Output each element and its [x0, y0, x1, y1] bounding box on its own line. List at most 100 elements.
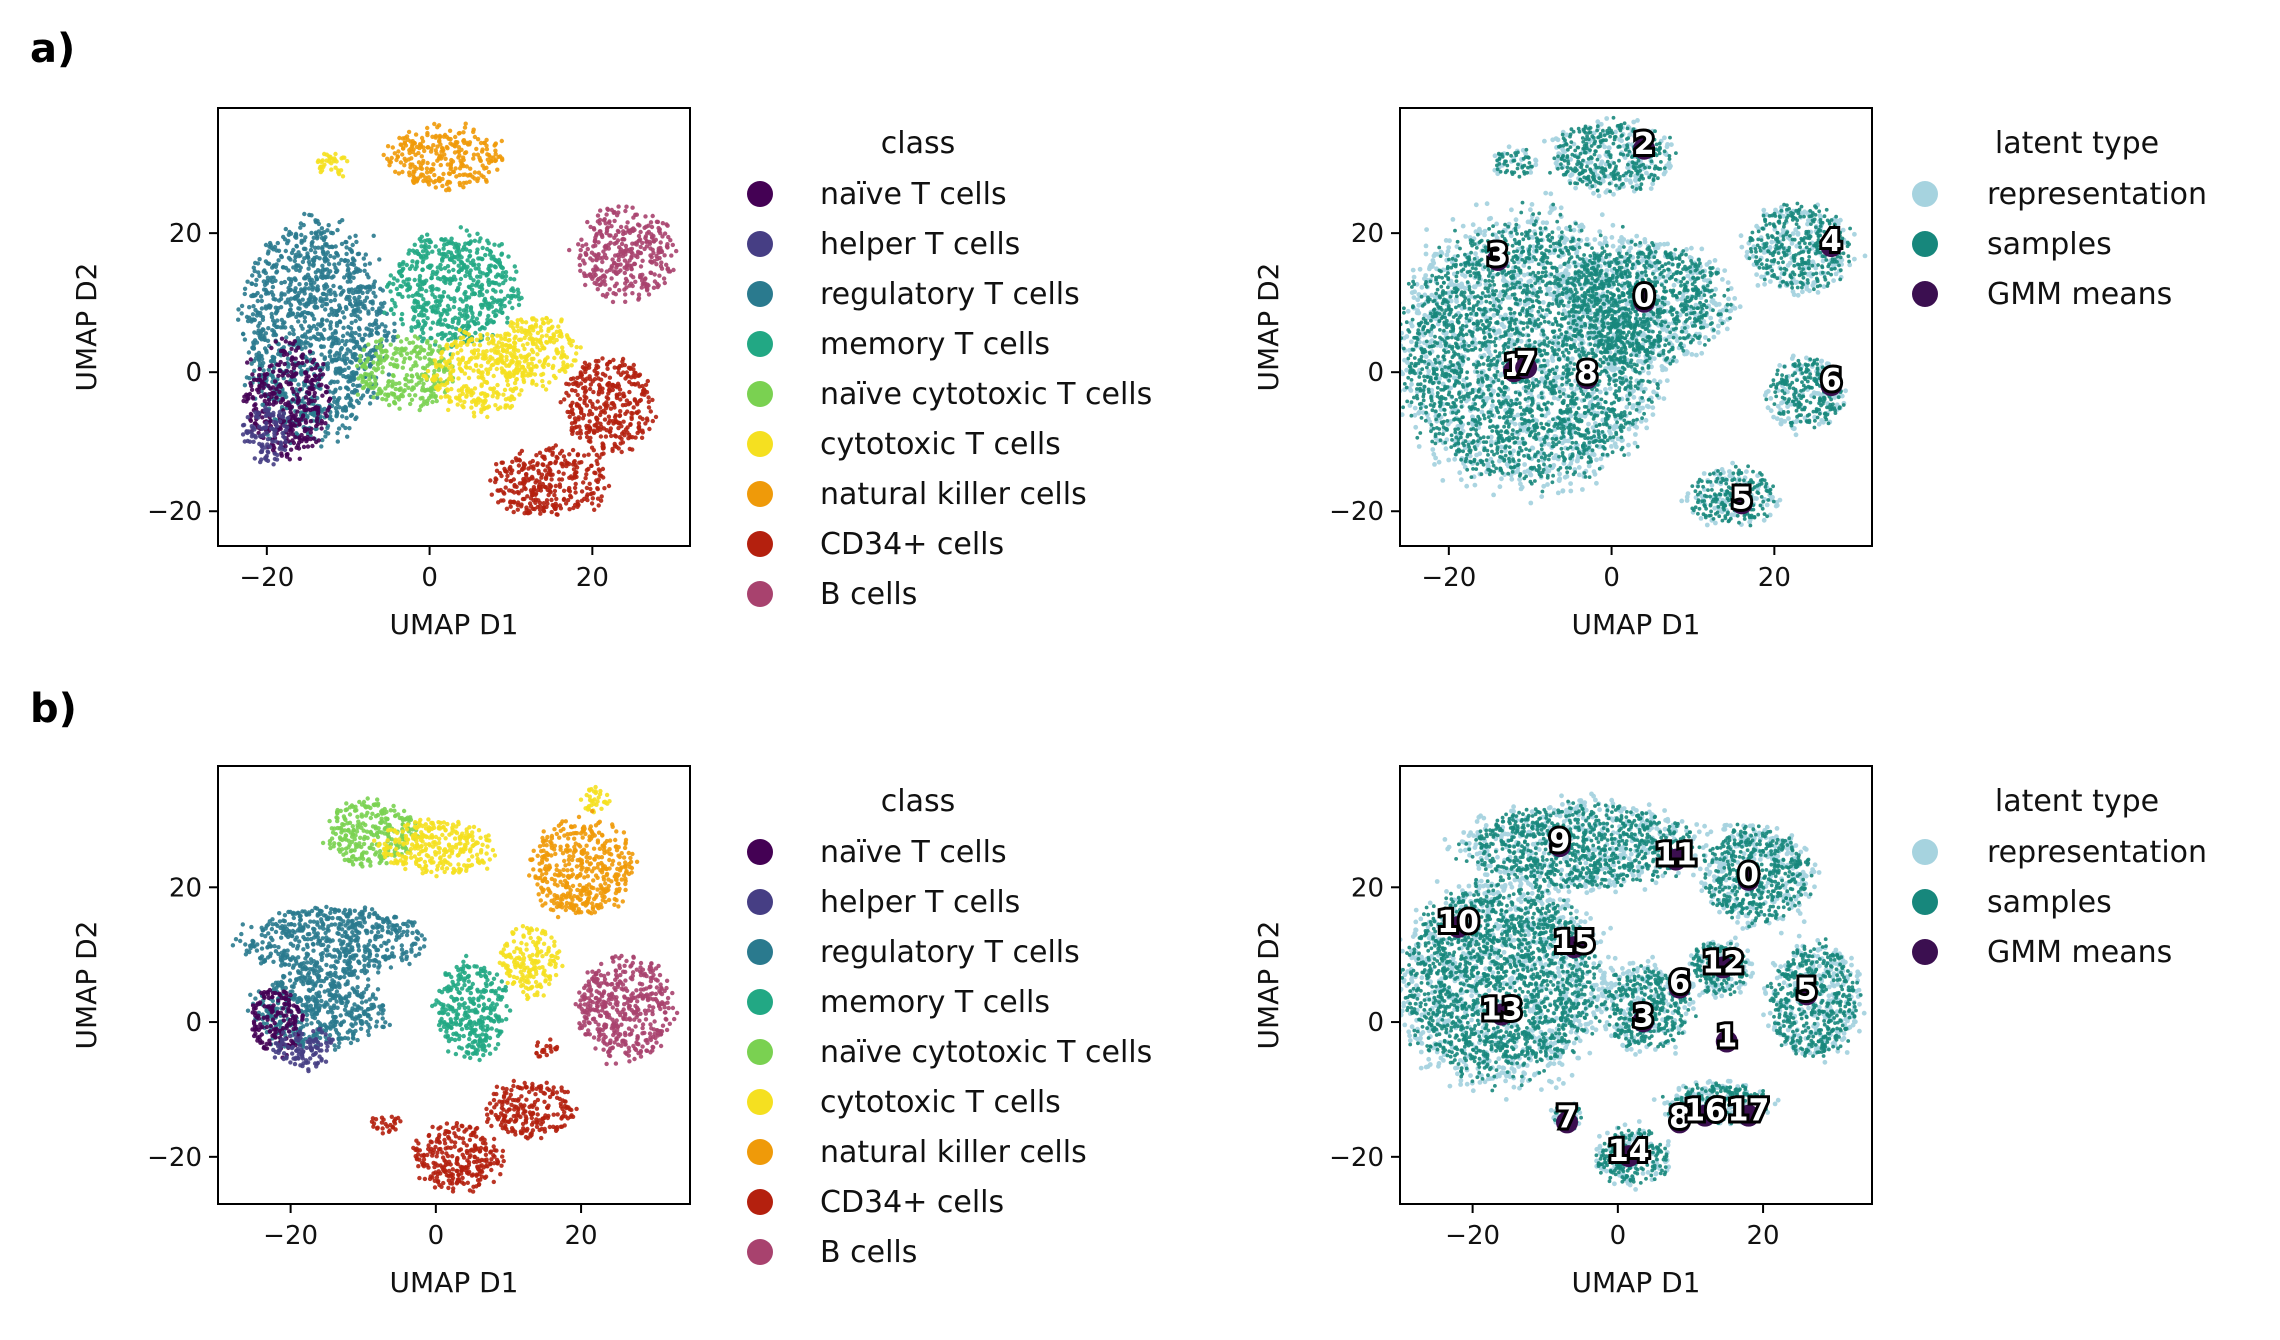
legend-marker — [747, 381, 773, 407]
class-cluster — [320, 796, 421, 869]
x-tick-label: 20 — [565, 1221, 598, 1251]
x-tick-label: 20 — [576, 563, 609, 593]
gmm-mean-point — [1632, 1010, 1655, 1033]
y-tick-label: −20 — [1329, 497, 1384, 527]
legend-marker — [1912, 281, 1938, 307]
legend-marker — [747, 581, 773, 607]
gmm-mean-label: 10 — [1437, 905, 1479, 940]
class-cluster — [382, 225, 524, 357]
samples-region — [1560, 239, 1733, 366]
gmm-mean-label: 14 — [1608, 1134, 1650, 1169]
x-tick-label: 20 — [1758, 563, 1791, 593]
panel-label-b: b) — [30, 686, 77, 732]
class-cluster — [271, 1026, 335, 1074]
gmm-mean-label: 2 — [1634, 127, 1655, 162]
legend-marker — [747, 431, 773, 457]
class-scatter-plot-a: −20 0 20 −20 0 20 UMAP D1 UMAP D2 class naïve T c… — [70, 107, 1152, 641]
y-tick-label: 20 — [169, 873, 202, 903]
legend-item-label: natural killer cells — [820, 477, 1087, 512]
gmm-mean-label: 12 — [1702, 945, 1744, 980]
y-tick-label: 20 — [169, 219, 202, 249]
x-axis-label: UMAP D1 — [1572, 608, 1701, 641]
legend-marker — [747, 231, 773, 257]
legend-item-label: samples — [1987, 885, 2112, 920]
samples-region — [1548, 115, 1678, 194]
y-axis-label: UMAP D2 — [70, 921, 103, 1050]
gmm-mean-label: 0 — [1738, 858, 1759, 893]
legend-marker — [1912, 839, 1938, 865]
legend-marker — [747, 1239, 773, 1265]
class-cluster — [558, 356, 659, 460]
legend-item-label: GMM means — [1987, 277, 2172, 312]
scatter-points — [1400, 791, 1867, 1192]
legend-marker — [747, 939, 773, 965]
legend-marker — [747, 989, 773, 1015]
gmm-mean-point — [1548, 835, 1571, 858]
class-cluster — [578, 784, 612, 815]
class-cluster — [369, 1114, 403, 1136]
gmm-mean-label: 7 — [1557, 1100, 1578, 1135]
gmm-mean-point — [1576, 367, 1599, 390]
legend-title: latent type — [1995, 126, 2159, 161]
class-cluster — [241, 336, 333, 462]
gmm-mean-label: 6 — [1821, 363, 1842, 398]
x-axis-label: UMAP D1 — [1572, 1266, 1701, 1299]
gmm-mean-label: 3 — [1633, 999, 1654, 1034]
legend-marker — [747, 531, 773, 557]
legend-marker — [747, 181, 773, 207]
class-cluster — [411, 1121, 506, 1194]
x-tick-label: −20 — [1421, 563, 1476, 593]
gmm-mean-label: 9 — [1549, 824, 1570, 859]
legend: class naïve T cells helper T cells regulato… — [747, 784, 1152, 1270]
gmm-mean-point — [1820, 374, 1843, 397]
class-cluster — [484, 1078, 579, 1141]
gmm-mean-point — [1693, 1104, 1716, 1127]
legend-item-label: naïve cytotoxic T cells — [820, 377, 1152, 412]
class-cluster — [381, 121, 505, 193]
gmm-mean-label: 3 — [1487, 238, 1508, 273]
legend-item-label: memory T cells — [820, 985, 1050, 1020]
legend-marker — [747, 839, 773, 865]
class-cluster — [315, 151, 350, 179]
legend-marker — [747, 481, 773, 507]
class-cluster — [430, 953, 513, 1063]
legend-item-label: memory T cells — [820, 327, 1050, 362]
gmm-mean-point — [1617, 1145, 1640, 1168]
class-cluster — [567, 204, 679, 305]
class-scatter-plot-b: −20 0 20 −20 0 20 UMAP D1 UMAP D2 class naïve T c… — [70, 765, 1152, 1299]
class-cluster — [250, 987, 306, 1060]
legend-marker — [747, 331, 773, 357]
y-tick-label: 0 — [1367, 358, 1384, 388]
x-tick-label: 0 — [1610, 1221, 1627, 1251]
legend-item-label: natural killer cells — [820, 1135, 1087, 1170]
legend-item-label: naïve T cells — [820, 177, 1007, 212]
legend-item-label: GMM means — [1987, 935, 2172, 970]
gmm-mean-point — [1712, 956, 1735, 979]
legend-item-label: representation — [1987, 177, 2207, 212]
gmm-mean-label: 17 — [1728, 1094, 1770, 1129]
legend-title: latent type — [1995, 784, 2159, 819]
legend-marker — [747, 1039, 773, 1065]
axes-frame — [217, 765, 691, 1205]
gmm-mean-label: 7 — [1516, 346, 1537, 381]
axes-frame — [1399, 765, 1873, 1205]
legend-title: class — [881, 126, 955, 161]
gmm-mean-label: 8 — [1577, 356, 1598, 391]
scatter-points — [236, 121, 679, 517]
legend-item-label: B cells — [820, 577, 917, 612]
samples-region — [1400, 200, 1675, 494]
gmm-mean-point — [1668, 1111, 1691, 1134]
legend-title: class — [881, 784, 955, 819]
gmm-mean-point — [1563, 936, 1586, 959]
legend-item-label: helper T cells — [820, 885, 1020, 920]
samples-region — [1400, 877, 1612, 1093]
x-tick-label: 20 — [1747, 1221, 1780, 1251]
legend-item-label: cytotoxic T cells — [820, 1085, 1061, 1120]
axes-frame — [217, 107, 691, 547]
legend-item-label: CD34+ cells — [820, 527, 1004, 562]
y-tick-label: −20 — [147, 1143, 202, 1173]
